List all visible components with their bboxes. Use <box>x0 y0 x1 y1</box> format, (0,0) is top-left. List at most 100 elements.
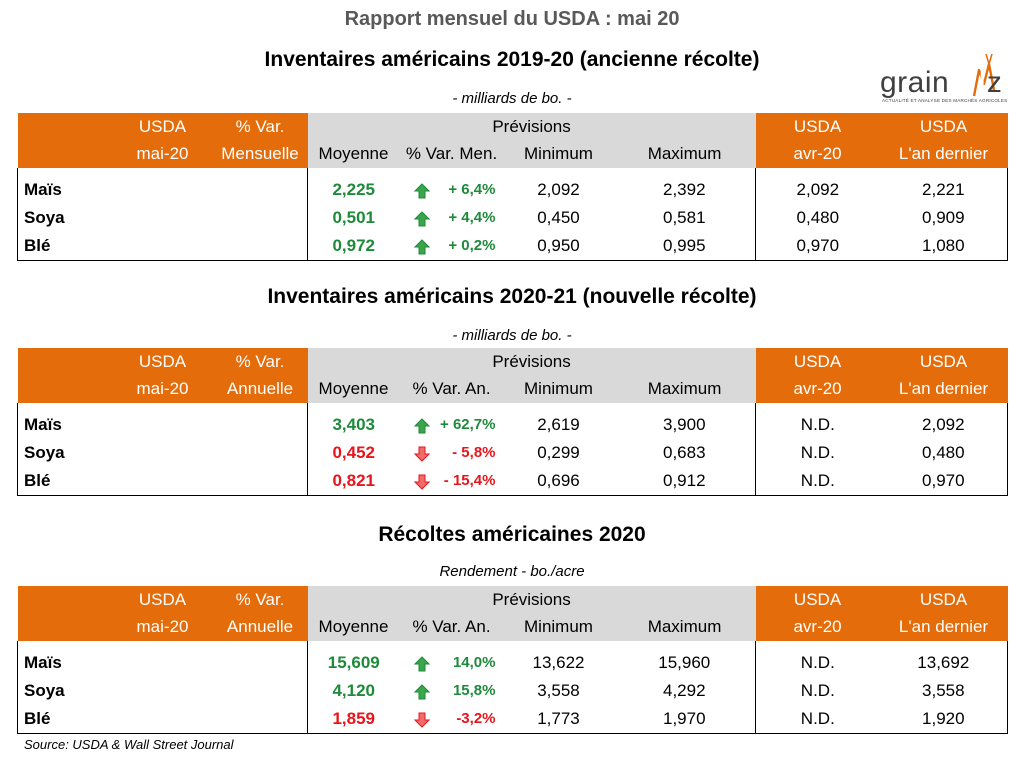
arrow-down-icon <box>413 712 430 728</box>
col-last-year: L'an dernier <box>879 613 1008 641</box>
last-year-value: 0,480 <box>879 439 1009 467</box>
maximum-value: 2,392 <box>613 176 757 204</box>
col-moyenne: Moyenne <box>307 140 400 168</box>
col-var-bottom: Annuelle <box>212 613 308 641</box>
maximum-value: 0,683 <box>613 439 757 467</box>
table-row: Blé 0,972 + 0,2% 0,950 0,995 0,970 1,080 <box>17 232 1009 261</box>
arrow-up-icon <box>413 182 430 199</box>
col-moyenne: Moyenne <box>307 613 400 641</box>
last-year-value: 1,920 <box>879 705 1009 734</box>
variation-cell: - 5,8% <box>400 439 504 467</box>
table-row: Soya 4,120 15,8% 3,558 4,292 N.D. 3,558 <box>17 677 1009 705</box>
average-value: 3,403 <box>332 415 376 434</box>
variation-cell: + 62,7% <box>400 411 504 439</box>
header-row-bottom: mai-20 Mensuelle Moyenne% Var. Men. Minimum… <box>17 140 1008 168</box>
col-moyenne: Moyenne <box>307 375 400 403</box>
table-yields: USDA% Var. Prévisions USDA USDA mai-20 Annuel… <box>17 586 1009 734</box>
col-date: mai-20 <box>112 375 213 403</box>
col-usda-last: USDA <box>879 113 1008 140</box>
product-name: Blé <box>17 467 113 496</box>
col-prev-date: avr-20 <box>755 613 880 641</box>
source-note: Source: USDA & Wall Street Journal <box>24 737 234 752</box>
variation-value: + 4,4% <box>448 209 496 227</box>
maximum-value: 0,581 <box>613 204 757 232</box>
col-minimum: Minimum <box>503 375 614 403</box>
header-row-bottom: mai-20 Annuelle Moyenne% Var. An. Minimum Ma… <box>17 375 1008 403</box>
col-previsions: Prévisions <box>307 348 756 375</box>
table-new-crop: USDA% Var. Prévisions USDA USDA mai-20 Annuel… <box>17 348 1009 496</box>
product-name: Maïs <box>17 176 113 204</box>
minimum-value: 0,950 <box>503 232 614 261</box>
unit-yields: Rendement - bo./acre <box>439 563 585 580</box>
col-previsions: Prévisions <box>307 113 756 140</box>
previous-usda-value: 2,092 <box>796 180 840 199</box>
variation-cell: 14,0% <box>400 649 504 677</box>
header-row-top: USDA% Var. Prévisions USDA USDA <box>17 586 1008 613</box>
col-var-prev: % Var. An. <box>399 375 504 403</box>
product-name: Blé <box>17 705 113 734</box>
average-value: 15,609 <box>327 653 380 672</box>
col-usda: USDA <box>112 586 213 613</box>
col-maximum: Maximum <box>613 613 756 641</box>
col-date: mai-20 <box>112 140 213 168</box>
arrow-up-icon <box>413 417 430 434</box>
variation-cell: + 0,2% <box>399 232 504 261</box>
maximum-value: 3,900 <box>613 411 757 439</box>
variation-cell: + 4,4% <box>400 204 504 232</box>
minimum-value: 3,558 <box>537 681 580 700</box>
maximum-value: 1,970 <box>613 705 757 734</box>
average-value: 1,859 <box>307 705 400 734</box>
last-year-value: 13,692 <box>879 649 1009 677</box>
minimum-value: 2,619 <box>537 415 580 434</box>
table-row: Maïs 15,609 14,0% 13,622 15,960 N.D. 13,692 <box>17 649 1009 677</box>
product-name: Blé <box>17 232 113 261</box>
last-year-value: 2,092 <box>879 411 1009 439</box>
previous-usda-value: N.D. <box>800 653 835 672</box>
table-row: Maïs 2,225 + 6,4% 2,092 2,392 2,092 2,221 <box>17 176 1009 204</box>
col-var-bottom: Annuelle <box>212 375 308 403</box>
variation-cell: -3,2% <box>399 705 504 734</box>
section-title-yields: Récoltes américaines 2020 <box>378 523 646 546</box>
average-value: 0,972 <box>307 232 400 261</box>
col-var-top: % Var. <box>212 586 308 613</box>
variation-value: + 6,4% <box>448 181 496 199</box>
average-value: 0,452 <box>332 443 376 462</box>
grainwiz-logo: grainWIz ACTUALITÉ ET ANALYSE DES MARCHÉ… <box>876 50 1008 103</box>
arrow-down-icon <box>413 446 430 462</box>
last-year-value: 2,221 <box>879 176 1009 204</box>
col-prev-date: avr-20 <box>755 140 880 168</box>
col-usda-last: USDA <box>879 348 1008 375</box>
col-var-top: % Var. <box>212 113 308 140</box>
col-last-year: L'an dernier <box>879 375 1008 403</box>
last-year-value: 0,909 <box>879 204 1009 232</box>
col-minimum: Minimum <box>503 140 614 168</box>
previous-usda-value: 0,480 <box>796 208 840 227</box>
logo-tagline: ACTUALITÉ ET ANALYSE DES MARCHÉS AGRICOL… <box>882 98 1008 103</box>
product-name: Soya <box>17 204 113 232</box>
last-year-value: 3,558 <box>879 677 1009 705</box>
maximum-value: 4,292 <box>613 677 757 705</box>
unit-old-crop: - milliards de bo. - <box>452 90 572 107</box>
table-row: Soya 0,452 - 5,8% 0,299 0,683 N.D. 0,480 <box>17 439 1009 467</box>
col-usda: USDA <box>112 113 213 140</box>
minimum-value: 0,696 <box>503 467 614 496</box>
variation-cell: + 6,4% <box>400 176 504 204</box>
variation-cell: 15,8% <box>400 677 504 705</box>
minimum-value: 1,773 <box>503 705 614 734</box>
variation-value: -3,2% <box>456 710 496 728</box>
col-usda-prev: USDA <box>755 586 880 613</box>
average-value: 2,225 <box>332 180 376 199</box>
table-row: Soya 0,501 + 4,4% 0,450 0,581 0,480 0,909 <box>17 204 1009 232</box>
col-var-prev: % Var. Men. <box>399 140 504 168</box>
col-usda: USDA <box>112 348 213 375</box>
minimum-value: 0,299 <box>537 443 580 462</box>
variation-value: + 0,2% <box>448 237 496 255</box>
arrow-up-icon <box>413 683 430 700</box>
variation-cell: - 15,4% <box>399 467 504 496</box>
header-row-bottom: mai-20 Annuelle Moyenne% Var. An. Minimum Ma… <box>17 613 1008 641</box>
col-last-year: L'an dernier <box>879 140 1008 168</box>
previous-usda-value: N.D. <box>800 415 835 434</box>
previous-usda-value: N.D. <box>800 443 835 462</box>
average-value: 0,821 <box>307 467 400 496</box>
col-date: mai-20 <box>112 613 213 641</box>
